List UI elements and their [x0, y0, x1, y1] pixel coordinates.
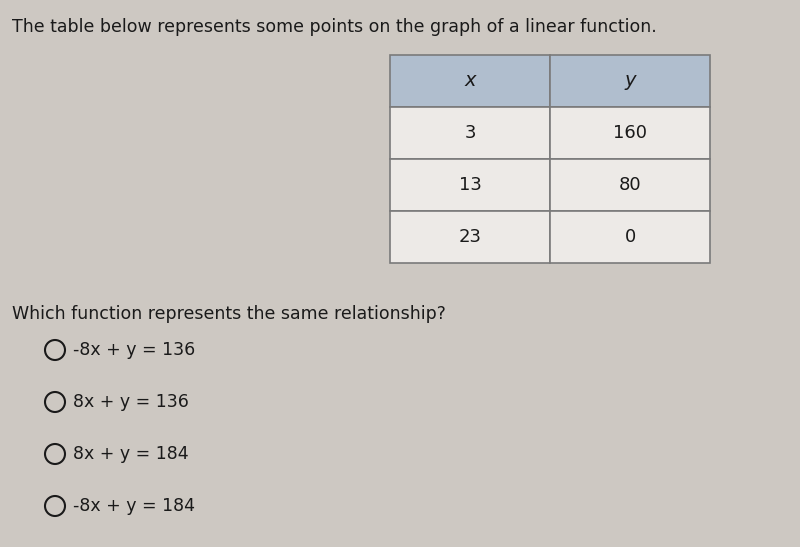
Bar — [390, 211, 550, 263]
Bar — [550, 159, 710, 211]
Bar — [550, 55, 710, 107]
Text: The table below represents some points on the graph of a linear function.: The table below represents some points o… — [12, 18, 657, 36]
Text: x: x — [464, 72, 476, 90]
Text: -8x + y = 136: -8x + y = 136 — [73, 341, 195, 359]
Text: 3: 3 — [464, 124, 476, 142]
Text: 8x + y = 136: 8x + y = 136 — [73, 393, 189, 411]
Bar — [390, 55, 550, 107]
Text: 8x + y = 184: 8x + y = 184 — [73, 445, 189, 463]
Bar — [390, 159, 550, 211]
Text: 0: 0 — [624, 228, 636, 246]
Bar — [550, 211, 710, 263]
Text: 80: 80 — [618, 176, 642, 194]
Bar — [390, 107, 550, 159]
Text: -8x + y = 184: -8x + y = 184 — [73, 497, 195, 515]
Text: 13: 13 — [458, 176, 482, 194]
Text: 160: 160 — [613, 124, 647, 142]
Text: y: y — [624, 72, 636, 90]
Text: 23: 23 — [458, 228, 482, 246]
Text: Which function represents the same relationship?: Which function represents the same relat… — [12, 305, 446, 323]
Bar — [550, 107, 710, 159]
